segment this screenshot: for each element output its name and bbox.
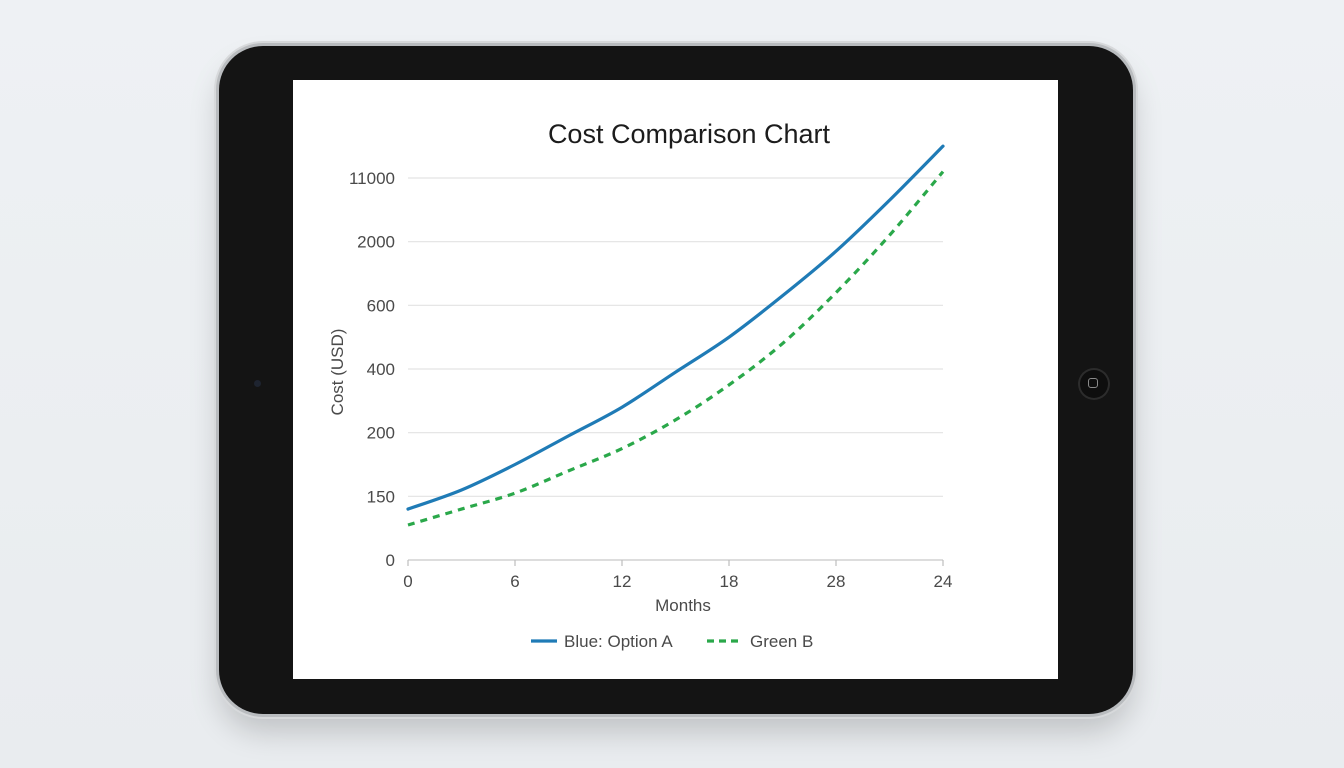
power-button[interactable] [1028, 43, 1068, 47]
y-tick-label: 2000 [357, 233, 395, 252]
y-tick-label: 200 [367, 424, 395, 443]
x-tick-label: 24 [934, 572, 953, 591]
x-tick-label: 12 [613, 572, 632, 591]
home-button-icon [1088, 378, 1098, 388]
tablet-device: Cost Comparison Chart 0 150 200 400 600 2000 1… [219, 46, 1133, 714]
y-tick-label: 0 [386, 551, 395, 570]
home-button[interactable] [1078, 368, 1110, 400]
x-tick-label: 0 [403, 572, 412, 591]
x-axis-label: Months [655, 596, 711, 615]
x-tick-label: 18 [720, 572, 739, 591]
chart-title: Cost Comparison Chart [548, 119, 831, 149]
series-line-green-b [407, 170, 945, 527]
y-tick-label: 600 [367, 296, 395, 315]
chart-legend: Blue: Option A Green B [531, 632, 813, 651]
tablet-screen: Cost Comparison Chart 0 150 200 400 600 2000 1… [293, 80, 1058, 679]
y-tick-label: 400 [367, 360, 395, 379]
y-axis-ticks: 0 150 200 400 600 2000 11000 [349, 169, 395, 570]
legend-label: Green B [750, 632, 813, 651]
series-line-option-a [406, 144, 945, 511]
x-tick-label: 28 [827, 572, 846, 591]
grid-lines [407, 177, 944, 566]
x-axis-ticks: 0 6 12 18 28 24 [403, 572, 952, 591]
legend-label: Blue: Option A [564, 632, 673, 651]
x-tick-label: 6 [510, 572, 519, 591]
y-tick-label: 11000 [349, 169, 395, 188]
camera-icon [254, 380, 261, 387]
series-lines [406, 144, 945, 527]
y-tick-label: 150 [367, 487, 395, 506]
y-axis-label: Cost (USD) [328, 329, 347, 416]
cost-comparison-chart: Cost Comparison Chart 0 150 200 400 600 2000 1… [328, 119, 952, 651]
